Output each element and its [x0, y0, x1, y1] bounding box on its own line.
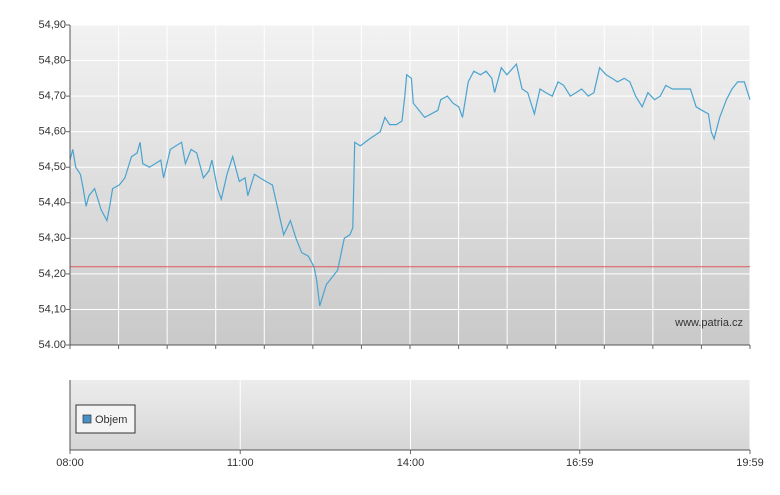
watermark: www.patria.cz [674, 317, 743, 329]
y-tick-label: 54,10 [38, 303, 66, 315]
y-tick-label: 54,60 [38, 126, 66, 138]
legend: Objem [75, 404, 136, 434]
x-tick-label: 14:00 [397, 457, 425, 469]
y-tick-label: 54,40 [38, 197, 66, 209]
x-tick-label: 19:59 [736, 457, 764, 469]
price-line [69, 62, 751, 307]
y-tick-label: 54,90 [38, 19, 66, 31]
legend-swatch [82, 414, 92, 424]
y-tick-label: 54,80 [38, 54, 66, 66]
y-tick-label: 54,30 [38, 232, 66, 244]
x-tick-label: 08:00 [56, 457, 84, 469]
y-tick-label: 54,50 [38, 161, 66, 173]
x-tick-label: 16:59 [566, 457, 594, 469]
legend-label: Objem [95, 414, 127, 426]
x-tick-label: 11:00 [227, 457, 254, 469]
y-tick-label: 54.00 [38, 339, 66, 351]
y-tick-label: 54,70 [38, 90, 66, 102]
y-tick-label: 54,20 [38, 268, 66, 280]
